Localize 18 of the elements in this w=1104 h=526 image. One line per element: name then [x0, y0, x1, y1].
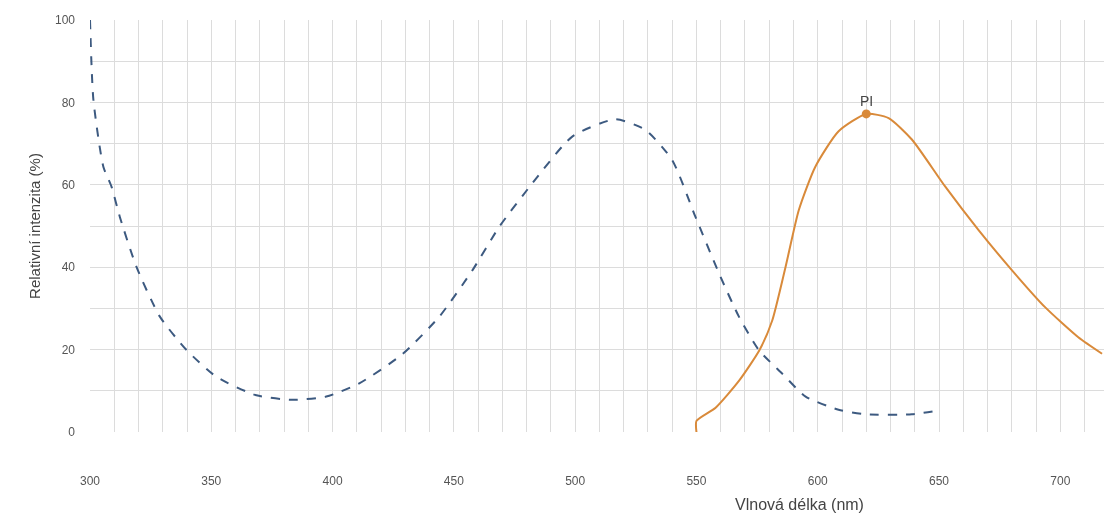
- y-tick-label: 0: [68, 425, 76, 440]
- x-tick-label: 600: [807, 474, 829, 488]
- x-tick-label: 500: [565, 474, 586, 488]
- y-tick-label: 80: [61, 95, 76, 110]
- x-tick-label: 450: [443, 474, 465, 488]
- y-tick-label: 100: [54, 13, 76, 28]
- y-tick-label: 20: [61, 342, 76, 357]
- x-tick-label: 650: [929, 474, 950, 488]
- y-tick-label: 40: [61, 260, 76, 275]
- annotation: PI: [860, 93, 874, 109]
- x-tick-label: 700: [1050, 474, 1071, 488]
- x-tick-label: 300: [79, 474, 101, 488]
- x-tick-label: 550: [686, 474, 707, 488]
- y-tick-label: 60: [61, 178, 76, 192]
- x-tick-label: 350: [201, 474, 222, 488]
- y-axis-title: Relativní intenzita (%): [26, 153, 44, 299]
- x-axis-title: Vlnová délka (nm): [735, 496, 864, 513]
- x-tick-label: 400: [322, 474, 343, 488]
